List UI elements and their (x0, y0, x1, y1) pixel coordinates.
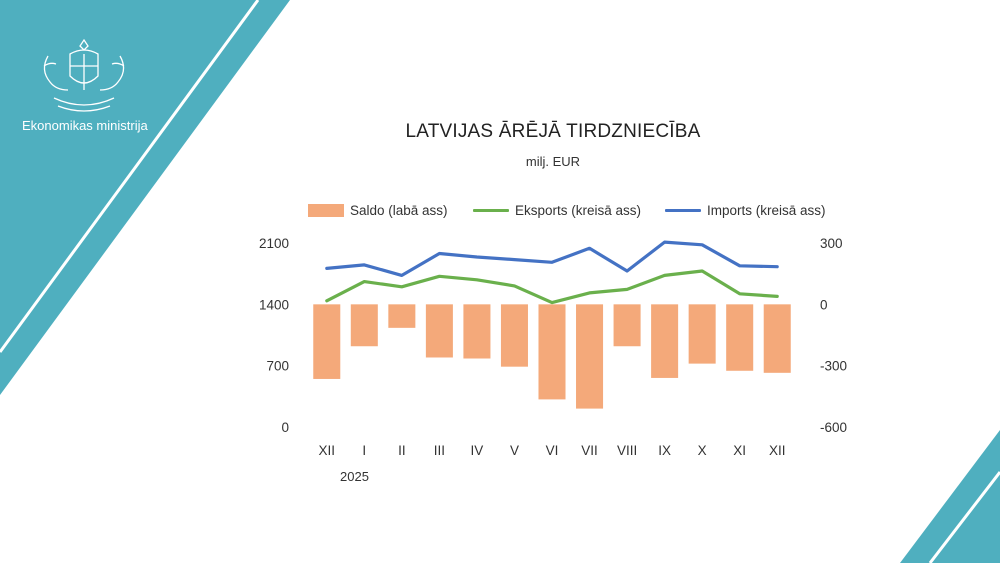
saldo-bar (613, 304, 641, 347)
legend-saldo-label: Saldo (labā ass) (350, 203, 448, 218)
saldo-bar (538, 304, 566, 400)
chart-subtitle: milj. EUR (525, 154, 581, 169)
decor-line (928, 471, 1000, 563)
x-axis-tick: I (362, 443, 366, 458)
right-axis-tick: -300 (820, 359, 847, 374)
right-axis-tick: 0 (820, 297, 828, 312)
legend-eksports-label: Eksports (kreisā ass) (515, 203, 642, 218)
teal-corner-bottom-right (900, 430, 1000, 563)
left-axis-tick: 0 (281, 420, 289, 435)
left-axis-tick: 700 (266, 359, 289, 374)
x-axis-tick: XII (769, 443, 786, 458)
left-axis-tick: 1400 (259, 297, 289, 312)
chart-title: LATVIJAS ĀRĒJĀ TIRDZNIECĪBA (405, 121, 701, 142)
saldo-bar (500, 304, 528, 367)
x-axis-tick: VIII (617, 443, 637, 458)
x-axis-tick: III (434, 443, 445, 458)
x-axis-tick: VII (581, 443, 598, 458)
saldo-bar (726, 304, 754, 371)
legend-eksports-swatch (473, 209, 509, 212)
x-axis-tick: II (398, 443, 406, 458)
x-axis-tick: V (510, 443, 519, 458)
legend-saldo-swatch (308, 204, 344, 217)
legend-eksports: Eksports (kreisā ass) (473, 203, 641, 218)
legend-saldo: Saldo (labā ass) (308, 203, 448, 218)
coat-of-arms-icon (43, 38, 125, 112)
saldo-bar (576, 304, 604, 409)
right-axis-tick: -600 (820, 420, 847, 435)
year-label: 2025 (340, 469, 369, 484)
left-axis-tick: 2100 (259, 236, 289, 251)
eksports-line (325, 269, 779, 305)
saldo-bar (688, 304, 716, 364)
decor-line (0, 0, 260, 353)
brand-name: Ekonomikas ministrija (22, 118, 148, 133)
x-axis-tick: X (698, 443, 707, 458)
legend-imports: Imports (kreisā ass) (665, 203, 826, 218)
saldo-bar (388, 304, 416, 328)
x-axis-tick: IV (471, 443, 484, 458)
legend-imports-swatch (665, 209, 701, 212)
saldo-bar (425, 304, 453, 358)
x-axis-tick: IX (658, 443, 671, 458)
saldo-bar (651, 304, 679, 378)
saldo-bar (463, 304, 491, 359)
imports-line (325, 240, 779, 277)
x-axis-tick: VI (546, 443, 559, 458)
legend-imports-label: Imports (kreisā ass) (707, 203, 826, 218)
right-axis-tick: 300 (820, 236, 843, 251)
saldo-bar (313, 304, 341, 379)
x-axis-tick: XII (319, 443, 336, 458)
saldo-bar (763, 304, 791, 373)
teal-corner-top-left (0, 0, 290, 395)
saldo-bar (350, 304, 378, 347)
x-axis-tick: XI (733, 443, 746, 458)
